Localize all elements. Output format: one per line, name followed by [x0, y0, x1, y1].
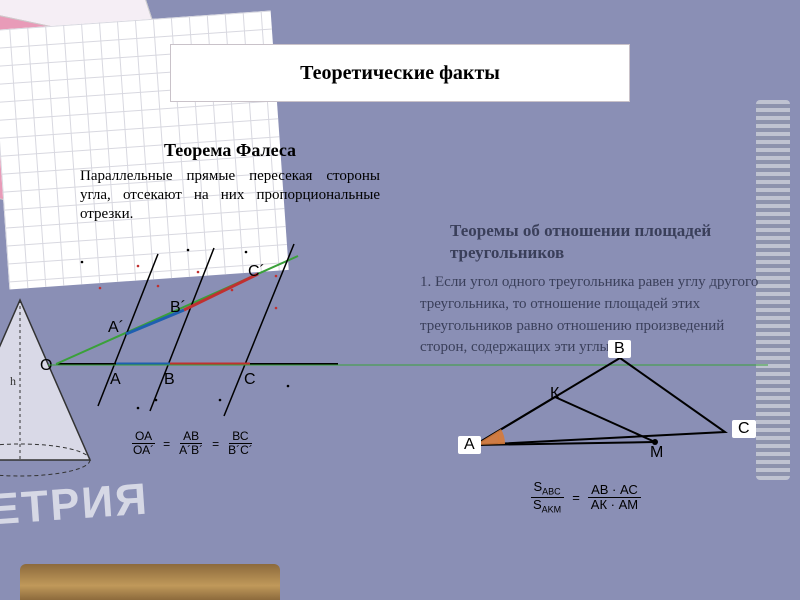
- decor-binder-clips: [756, 100, 790, 480]
- area-theorem-heading: Теоремы об отношении площадей треугольни…: [420, 220, 760, 264]
- svg-text:В: В: [164, 371, 175, 388]
- svg-text:С´: С´: [248, 263, 265, 280]
- slide-title: Теоретические факты: [170, 44, 630, 102]
- decor-geometry-text: ЕТРИЯ: [0, 475, 150, 536]
- area-theorem-section: Теоремы об отношении площадей треугольни…: [420, 220, 760, 359]
- triangle-label-k: К: [544, 385, 565, 403]
- thales-section: Теорема Фалеса Параллельные прямые перес…: [80, 140, 380, 223]
- svg-text:А´: А´: [108, 319, 124, 336]
- thales-diagram: О А В С А´ В´ С´: [38, 236, 358, 426]
- decor-pencil-tray: [20, 564, 280, 600]
- area-formula: SABC SAKM = АВ · АС АК · АМ: [530, 480, 641, 516]
- triangle-label-c: С: [732, 420, 756, 438]
- triangle-diagram: [455, 340, 755, 470]
- thales-text: Параллельные прямые пересекая стороны уг…: [80, 167, 380, 223]
- triangle-label-m: М: [644, 444, 669, 462]
- thales-formula: ОАОА´ = АВА´В´ = ВСВ´С´: [130, 430, 256, 457]
- svg-text:С: С: [244, 371, 256, 388]
- svg-text:В´: В´: [170, 299, 186, 316]
- triangle-label-b: В: [608, 340, 631, 358]
- svg-text:h: h: [10, 374, 16, 388]
- svg-text:А: А: [110, 371, 121, 388]
- thales-heading: Теорема Фалеса: [80, 140, 380, 161]
- triangle-label-a: А: [458, 436, 481, 454]
